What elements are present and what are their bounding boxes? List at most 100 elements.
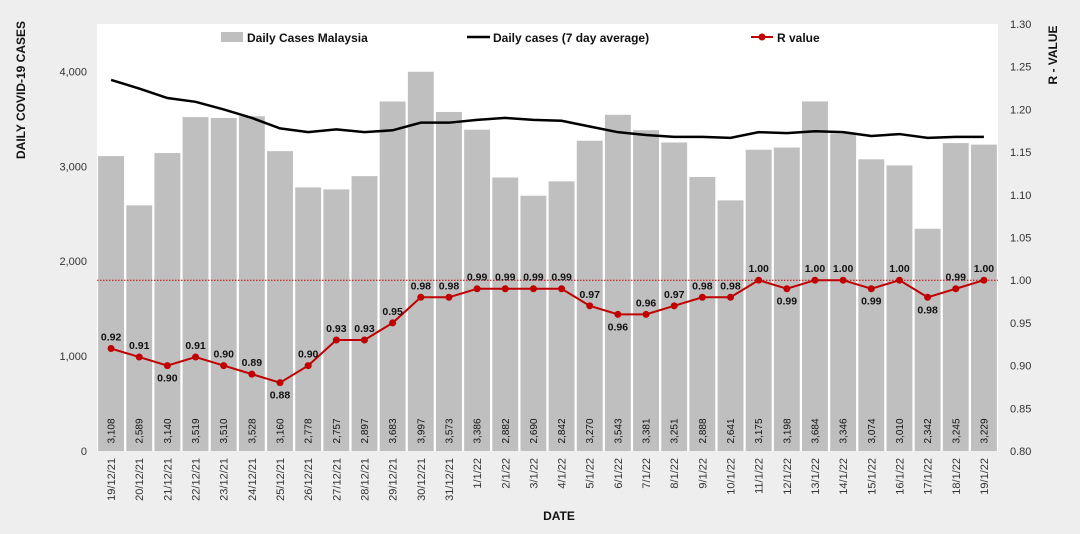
x-tick-26: 14/1/22	[838, 458, 850, 495]
left-tick-4: 4,000	[59, 66, 87, 78]
r-value-label-6: 0.88	[270, 390, 291, 402]
r-point-25	[811, 276, 819, 284]
x-tick-3: 22/12/21	[191, 458, 203, 501]
bar-10	[379, 101, 406, 451]
r-point-13	[473, 285, 481, 293]
r-value-label-15: 0.99	[523, 272, 544, 284]
x-tick-30: 18/1/22	[951, 458, 963, 495]
bar-value-label-10: 3,683	[388, 418, 399, 443]
right-tick-0: 0.80	[1010, 446, 1031, 458]
bar-value-label-18: 3,543	[613, 418, 624, 443]
r-point-12	[445, 293, 453, 301]
right-tick-3: 0.95	[1010, 318, 1031, 330]
r-value-label-0: 0.92	[101, 332, 122, 344]
bar-value-label-25: 3,684	[810, 418, 821, 443]
legend: Daily Cases Malaysia Daily cases (7 day …	[221, 31, 820, 45]
r-value-label-22: 0.98	[720, 280, 741, 292]
r-point-5	[248, 370, 256, 378]
x-tick-16: 4/1/22	[557, 458, 569, 489]
x-tick-21: 9/1/22	[697, 458, 709, 489]
r-point-9	[360, 336, 368, 344]
r-point-0	[107, 345, 115, 353]
x-tick-18: 6/1/22	[613, 458, 625, 489]
left-tick-3: 3,000	[59, 161, 87, 173]
bar-value-label-13: 3,386	[473, 418, 484, 443]
r-value-label-12: 0.98	[439, 280, 460, 292]
x-tick-19: 7/1/22	[641, 458, 653, 489]
x-tick-6: 25/12/21	[275, 458, 287, 501]
r-point-4	[220, 362, 228, 370]
r-value-label-17: 0.97	[580, 289, 601, 301]
bar-0	[98, 156, 125, 451]
bar-value-label-20: 3,251	[670, 418, 681, 443]
r-value-label-14: 0.99	[495, 272, 516, 284]
x-tick-0: 19/12/21	[106, 458, 118, 501]
x-tick-10: 29/12/21	[388, 458, 400, 501]
r-value-label-20: 0.97	[664, 289, 685, 301]
x-tick-14: 2/1/22	[500, 458, 512, 489]
r-point-8	[332, 336, 340, 344]
bar-value-label-16: 2,842	[557, 418, 568, 443]
r-point-29	[924, 293, 932, 301]
bar-26	[830, 133, 857, 452]
bar-value-label-1: 2,589	[135, 418, 146, 443]
r-point-2	[163, 362, 171, 370]
r-point-19	[642, 310, 650, 318]
r-point-24	[783, 285, 791, 293]
r-point-22	[727, 293, 735, 301]
r-value-label-21: 0.98	[692, 280, 713, 292]
bar-1	[126, 205, 153, 451]
r-value-label-11: 0.98	[411, 280, 432, 292]
r-point-31	[980, 276, 988, 284]
r-point-27	[867, 285, 875, 293]
bar-21	[689, 176, 716, 452]
bar-value-label-29: 2,342	[923, 418, 934, 443]
bar-labels-group: 3,108 2,589 3,140 3,519 3,510 3,528 3,160 2,778…	[107, 418, 991, 443]
bar-15	[520, 195, 547, 451]
bar-16	[548, 181, 575, 451]
bar-23	[745, 149, 772, 451]
r-value-label-3: 0.91	[185, 340, 206, 352]
r-value-label-1: 0.91	[129, 340, 150, 352]
bar-28	[886, 165, 913, 451]
bar-value-label-0: 3,108	[107, 418, 118, 443]
r-value-label-30: 0.99	[946, 272, 967, 284]
bars-group	[98, 71, 997, 452]
right-tick-10: 1.30	[1010, 19, 1031, 31]
bar-value-label-27: 3,074	[867, 418, 878, 443]
r-value-label-31: 1.00	[974, 263, 995, 275]
r-value-label-24: 0.99	[777, 296, 798, 308]
r-point-18	[614, 310, 622, 318]
r-value-label-27: 0.99	[861, 296, 882, 308]
x-tick-20: 8/1/22	[669, 458, 681, 489]
r-point-11	[417, 293, 425, 301]
bar-6	[267, 151, 293, 451]
r-value-label-16: 0.99	[551, 272, 572, 284]
bar-value-label-5: 3,528	[247, 418, 258, 443]
r-point-17	[586, 302, 594, 310]
x-tick-13: 1/1/22	[472, 458, 484, 489]
r-point-30	[952, 285, 960, 293]
right-tick-5: 1.05	[1010, 233, 1031, 245]
bar-value-label-7: 2,778	[304, 418, 315, 443]
r-value-label-18: 0.96	[608, 321, 629, 333]
bar-value-label-4: 3,510	[219, 418, 230, 443]
bar-2	[154, 153, 181, 451]
r-point-26	[839, 276, 847, 284]
x-axis-title: DATE	[543, 509, 575, 523]
legend-label-seven-day-average: Daily cases (7 day average)	[493, 31, 649, 45]
bar-value-label-11: 3,997	[416, 418, 427, 443]
right-tick-4: 1.00	[1010, 275, 1031, 287]
x-tick-29: 17/1/22	[923, 458, 935, 495]
r-point-21	[698, 293, 706, 301]
x-tick-15: 3/1/22	[528, 458, 540, 489]
x-tick-22: 10/1/22	[726, 458, 738, 495]
bar-value-label-3: 3,519	[191, 418, 202, 443]
x-tick-25: 13/1/22	[810, 458, 822, 495]
bar-3	[182, 117, 209, 451]
bar-7	[295, 187, 322, 451]
x-tick-12: 31/12/21	[444, 458, 456, 501]
x-tick-24: 12/1/22	[782, 458, 794, 495]
bar-value-label-23: 3,175	[754, 418, 765, 443]
